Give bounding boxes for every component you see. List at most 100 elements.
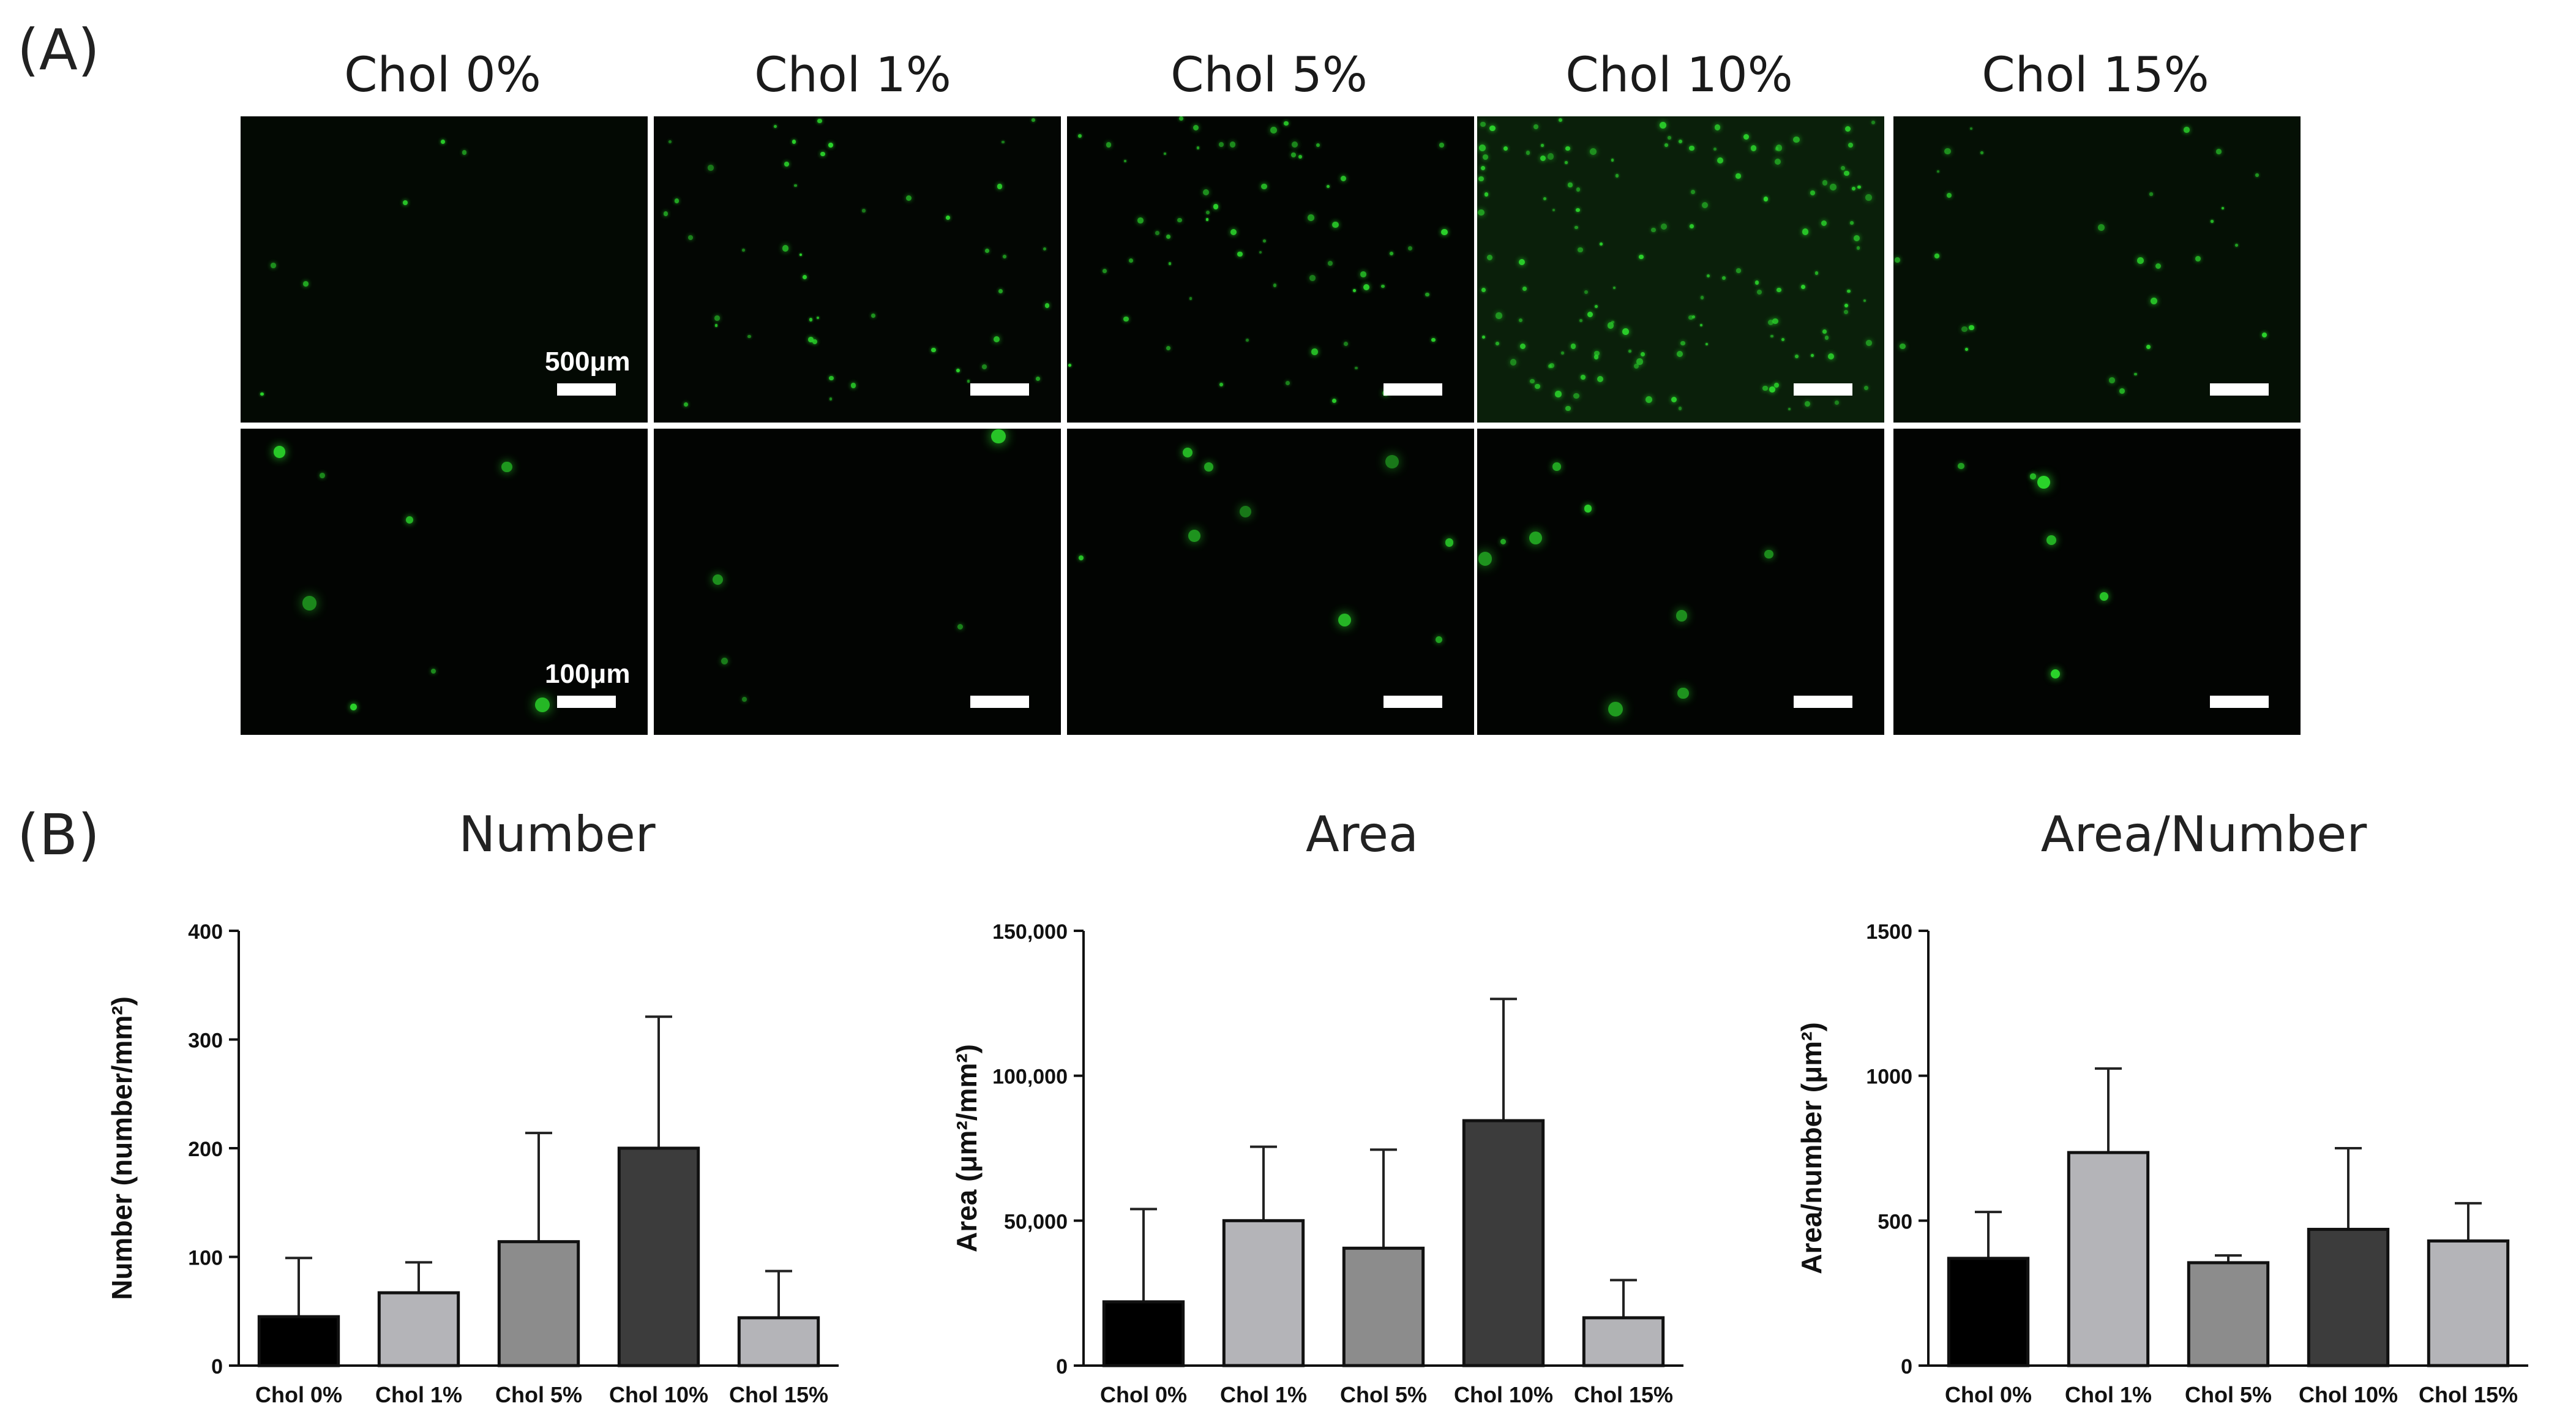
fluorescent-spot [809, 318, 813, 321]
fluorescent-spot [1946, 192, 1952, 198]
fluorescent-spot [1793, 136, 1800, 143]
y-tick-label: 0 [211, 1355, 223, 1378]
fluorescent-spot [1213, 204, 1219, 209]
x-tick-label: Chol 5% [2185, 1382, 2272, 1407]
condition-label-chol-0: Chol 0% [344, 48, 541, 103]
x-tick-label: Chol 10% [609, 1382, 708, 1407]
fluorescent-spot [1246, 339, 1249, 342]
fluorescent-spot [1543, 197, 1546, 201]
fluorescent-spot [1900, 343, 1906, 350]
fluorescent-spot [1540, 156, 1546, 162]
fluorescent-spot [1155, 231, 1159, 236]
fluorescent-spot [663, 211, 668, 217]
fluorescent-spot [1203, 189, 1210, 196]
fluorescent-spot [1481, 166, 1486, 171]
fluorescent-spot [1668, 135, 1672, 140]
fluorescent-spot [1284, 121, 1289, 126]
fluorescent-spot [1270, 126, 1277, 133]
fluorescent-spot [1128, 258, 1134, 263]
bar-chol-15- [2427, 1239, 2510, 1367]
fluorescent-spot [2050, 669, 2061, 679]
fluorescent-spot [1311, 348, 1318, 355]
x-tick-label: Chol 15% [2419, 1382, 2518, 1407]
fluorescent-spot [1298, 155, 1302, 159]
fluorescent-spot [2155, 263, 2162, 269]
fluorescent-spot [1593, 350, 1600, 356]
x-tick-label: Chol 1% [1220, 1382, 1307, 1407]
fluorescent-spot [1894, 257, 1900, 263]
micrograph-low-mag-0 [241, 116, 648, 423]
fluorescent-spot [1533, 124, 1539, 130]
fluorescent-spot [1721, 276, 1726, 280]
x-tick-label: Chol 0% [255, 1382, 342, 1407]
fluorescent-spot [1273, 284, 1277, 287]
fluorescent-spot [1844, 303, 1848, 307]
fluorescent-spot [1425, 292, 1429, 296]
fluorescent-spot [1713, 147, 1717, 151]
fluorescent-spot [1964, 348, 1968, 352]
fluorescent-spot [1611, 321, 1614, 324]
micrograph-low-mag-3 [1477, 116, 1884, 423]
fluorescent-spot [1700, 296, 1704, 299]
fluorescent-spot [714, 324, 717, 327]
fluorescent-spot [1607, 322, 1614, 329]
fluorescent-spot [1489, 125, 1496, 132]
fluorescent-spot [1584, 505, 1592, 513]
fluorescent-spot [829, 375, 834, 381]
fluorescent-spot [1341, 175, 1347, 182]
fluorescent-spot [1944, 148, 1951, 155]
fluorescent-spot [1183, 447, 1193, 457]
fluorescent-spot [1597, 375, 1604, 383]
x-tick-label: Chol 1% [2065, 1382, 2152, 1407]
scale-bar [557, 383, 616, 396]
fluorescent-spot [1179, 116, 1183, 121]
fluorescent-spot [687, 235, 694, 240]
fluorescent-spot [1568, 182, 1573, 187]
panel-a-label: (A) [17, 17, 100, 83]
bar-chol-10- [1462, 1119, 1545, 1367]
fluorescent-spot [1002, 140, 1005, 144]
fluorescent-spot [1691, 189, 1696, 194]
fluorescent-spot [1565, 146, 1570, 151]
fluorescent-spot [1773, 383, 1779, 388]
fluorescent-spot [1496, 312, 1502, 319]
fluorescent-spot [2134, 372, 2137, 376]
fluorescent-spot [1840, 165, 1845, 170]
fluorescent-spot [1871, 120, 1876, 124]
fluorescent-spot [1857, 185, 1861, 189]
fluorescent-spot [945, 216, 950, 220]
fluorescent-spot [1441, 228, 1448, 235]
fluorescent-spot [2099, 592, 2108, 601]
y-axis-title: Area/number (μm²) [1795, 1022, 1827, 1274]
fluorescent-spot [2255, 173, 2259, 178]
fluorescent-spot [1706, 274, 1710, 277]
fluorescent-spot [803, 275, 807, 280]
fluorescent-spot [2098, 224, 2105, 231]
fluorescent-spot [1804, 400, 1810, 407]
fluorescent-spot [817, 119, 822, 124]
fluorescent-spot [1736, 268, 1741, 273]
fluorescent-spot [501, 461, 512, 473]
panel-b-label: (B) [17, 802, 100, 868]
fluorescent-spot [1633, 363, 1639, 369]
fluorescent-spot [1622, 328, 1629, 336]
y-tick-label: 400 [188, 920, 223, 944]
bar-chol-15- [1582, 1316, 1665, 1367]
fluorescent-spot [1764, 549, 1773, 559]
fluorescent-spot [1863, 385, 1868, 390]
fluorescent-spot [850, 383, 856, 388]
fluorescent-spot [1206, 211, 1210, 214]
fluorescent-spot [828, 142, 833, 148]
fluorescent-spot [1821, 220, 1827, 227]
fluorescent-spot [1166, 234, 1171, 239]
fluorescent-spot [931, 347, 936, 353]
fluorescent-spot [1717, 157, 1724, 164]
fluorescent-spot [1676, 351, 1683, 358]
fluorescent-spot [1570, 344, 1576, 349]
fluorescent-spot [1822, 329, 1827, 334]
fluorescent-spot [1848, 142, 1854, 148]
fluorescent-spot [1834, 400, 1840, 405]
fluorescent-spot [1044, 303, 1050, 308]
fluorescent-spot [260, 392, 264, 396]
fluorescent-spot [1177, 217, 1182, 223]
